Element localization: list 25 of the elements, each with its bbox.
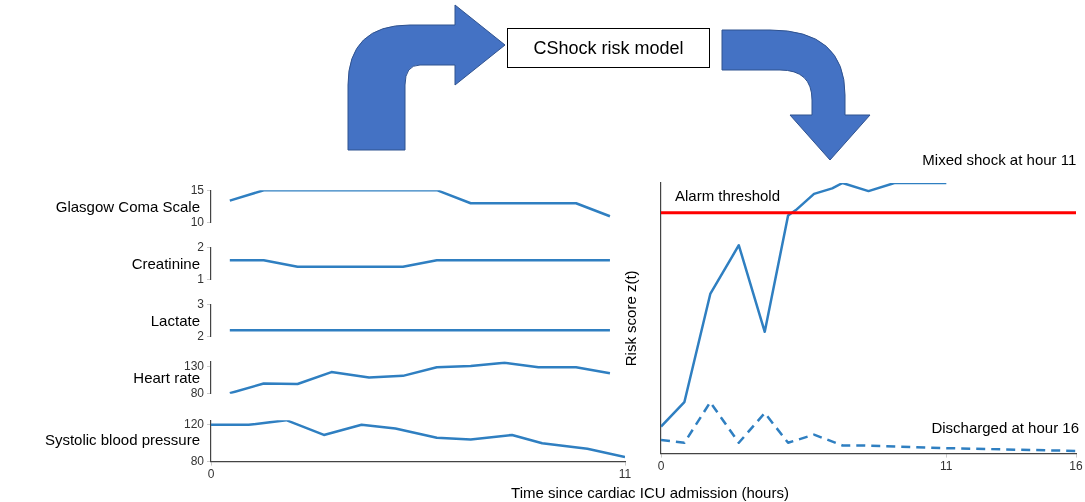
y-tick-label: 120 [183, 417, 205, 432]
y-tick-label: 2 [197, 239, 205, 254]
text: CShock risk model [533, 37, 684, 59]
x-tick-label: 11 [618, 467, 632, 482]
y-tick-label: 3 [197, 296, 205, 311]
x-axis-title: Time since cardiac ICU admission (hours) [510, 484, 790, 501]
annotation: Discharged at hour 16 [931, 419, 1079, 437]
y-tick-label: 80 [190, 386, 205, 401]
y-tick-label: 2 [197, 329, 205, 344]
y-tick-label: 1 [197, 272, 205, 287]
y-tick-label: 130 [183, 358, 205, 373]
ref-line-label: Alarm threshold [675, 186, 781, 204]
x-tick-label: 16 [1069, 459, 1083, 474]
y-axis-title: Systolic blood pressure [44, 430, 200, 450]
y-axis-title: Lactate [150, 310, 200, 331]
y-axis-title: Creatinine [131, 253, 200, 274]
y-axis-title: Glasgow Coma Scale [55, 196, 200, 217]
x-tick-label: 0 [657, 459, 665, 474]
x-tick-label: 0 [207, 467, 215, 482]
y-tick-label: 80 [190, 453, 205, 468]
y-tick-label: 10 [190, 215, 205, 230]
x-tick-label: 11 [940, 459, 953, 474]
y-tick-label: 15 [190, 182, 205, 197]
y-axis-title: Risk score z(t) [622, 270, 640, 367]
annotation: Mixed shock at hour 11 [922, 151, 1077, 169]
